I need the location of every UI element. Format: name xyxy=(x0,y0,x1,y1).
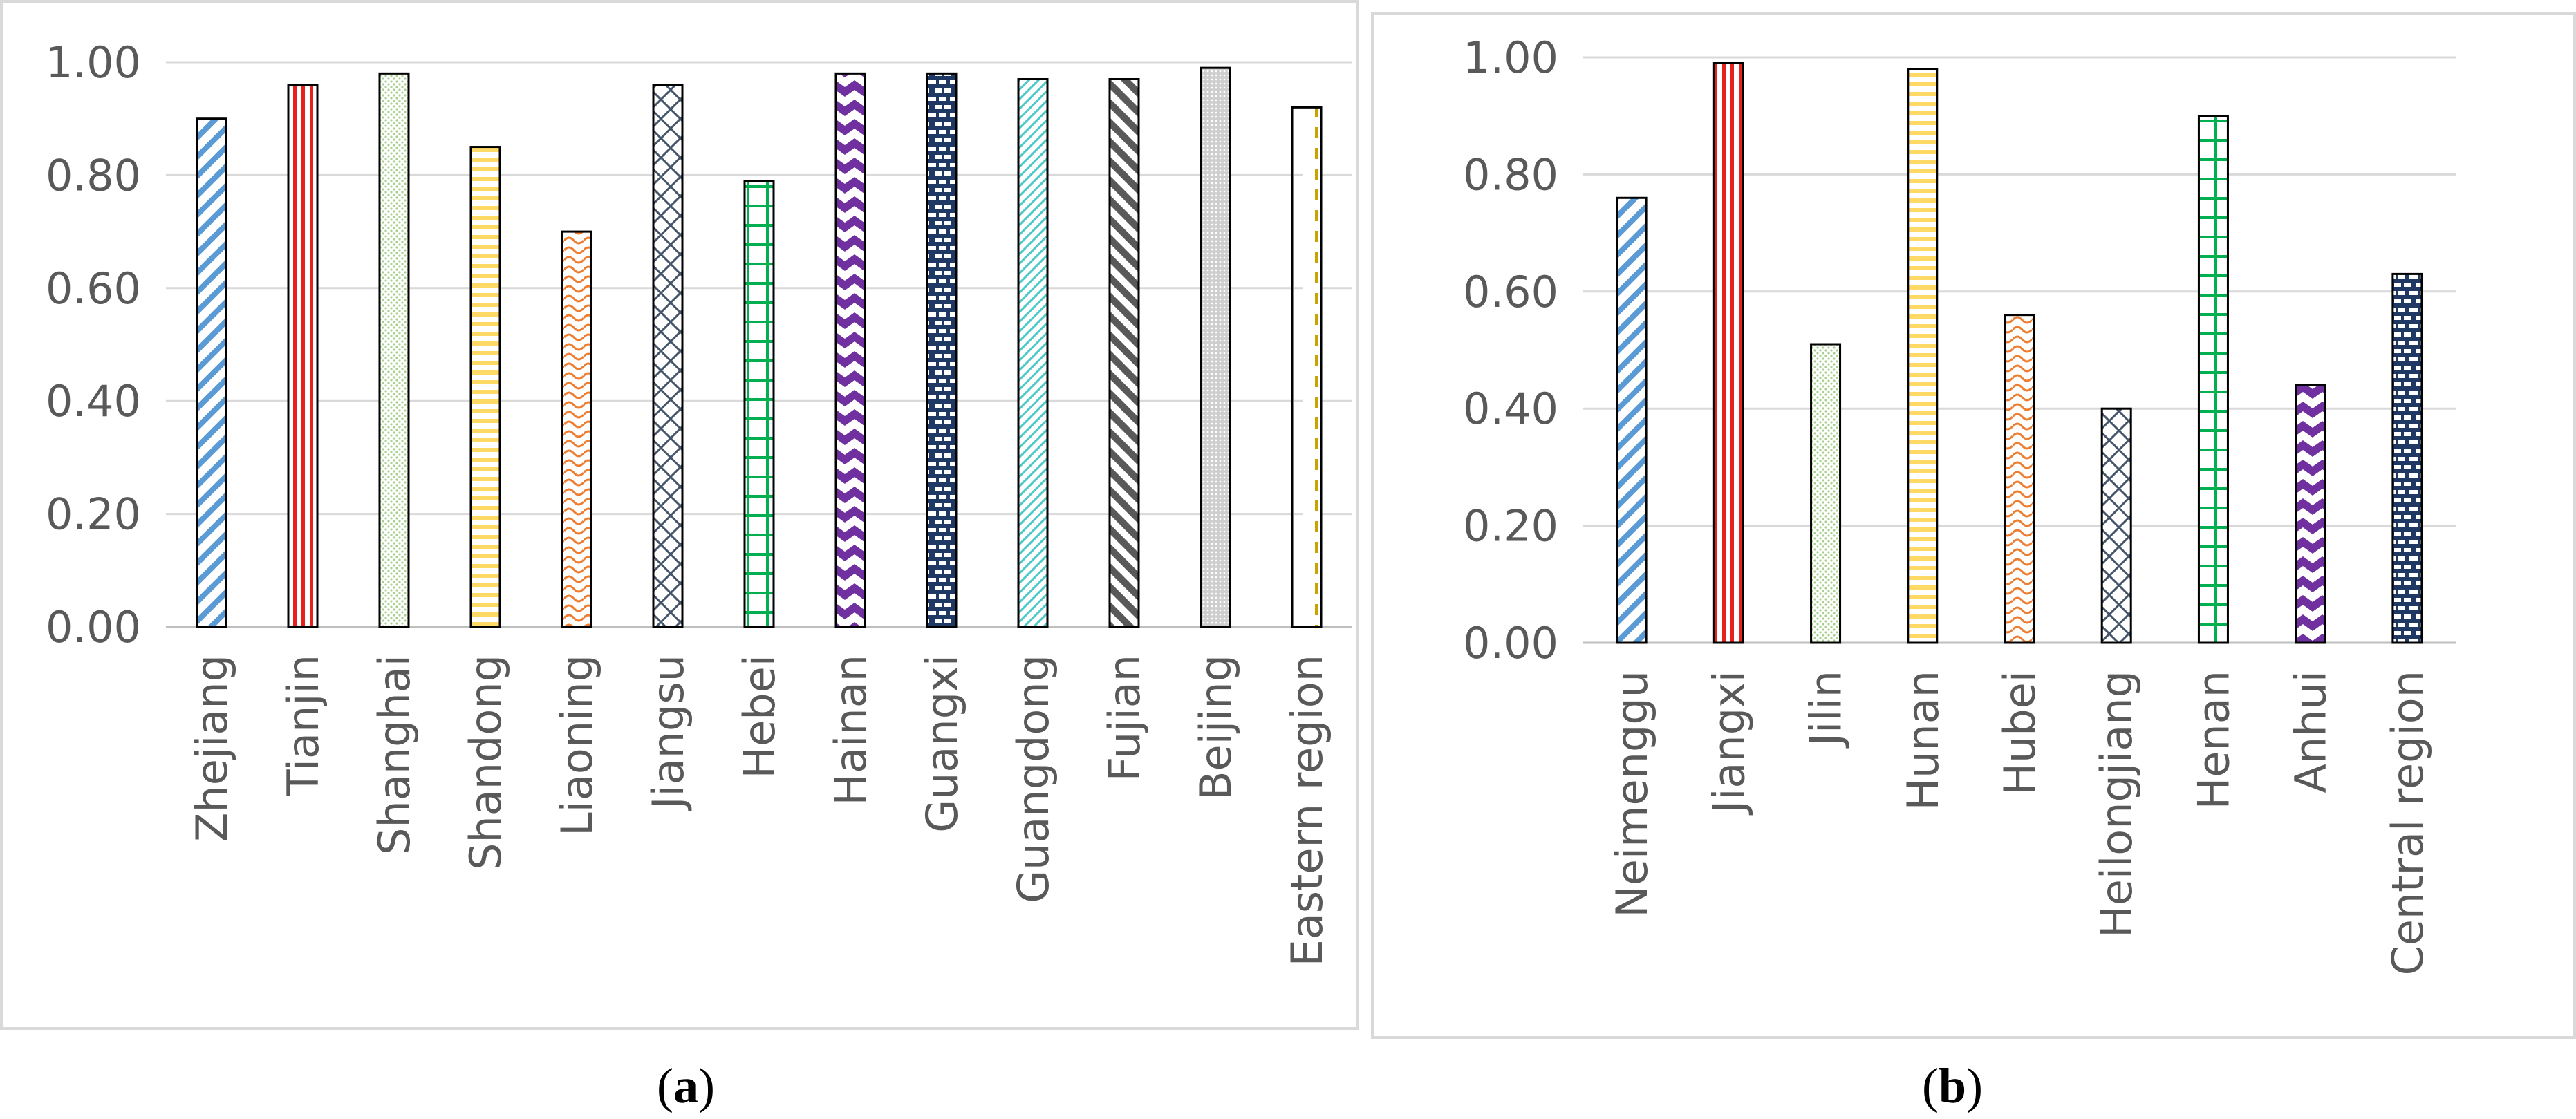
bar-shanghai xyxy=(378,72,410,628)
bar-heilongjiang xyxy=(2100,407,2132,644)
x-tick-label: Central region xyxy=(2382,670,2433,976)
y-tick-label: 0.20 xyxy=(1463,501,1558,552)
caption-a: (a) xyxy=(657,1058,715,1113)
x-tick-label: Hebei xyxy=(734,655,785,779)
bar-guangdong xyxy=(1017,78,1049,628)
x-tick-label: Shanghai xyxy=(369,655,420,855)
bar-henan xyxy=(2197,115,2229,644)
bar-liaoning xyxy=(561,230,592,628)
bar-guangxi xyxy=(926,72,958,628)
caption-b: (b) xyxy=(1922,1058,1984,1113)
x-tick-label: Guangdong xyxy=(1008,655,1058,903)
x-tick-label: Jiangsu xyxy=(643,655,693,812)
x-tick-label: Zhejiang xyxy=(187,655,237,842)
bar-jiangxi xyxy=(1712,62,1744,644)
x-tick-label: Hainan xyxy=(825,655,876,805)
bar-beijing xyxy=(1200,66,1231,628)
bar-hubei xyxy=(2004,314,2035,644)
y-tick-label: 0.80 xyxy=(1463,149,1558,200)
y-tick-label: 0.20 xyxy=(46,489,141,540)
x-tick-label: Hunan xyxy=(1898,670,1948,811)
caption-a-label: a xyxy=(673,1058,698,1113)
bar-jiangsu xyxy=(652,84,684,628)
x-tick-label: Henan xyxy=(2188,670,2239,809)
x-tick-label: Jilin xyxy=(1801,670,1851,749)
x-tick-label: Neimenggu xyxy=(1607,670,1657,918)
y-tick-label: 0.00 xyxy=(46,602,141,652)
chart-panel-b: 0.00 0.20 0.40 0.60 0.80 1.00 Neimenggu Jiangxi… xyxy=(1371,12,2576,1039)
bar-tianjin xyxy=(287,84,319,628)
x-tick-label: Guangxi xyxy=(917,655,967,833)
bar-neimenggu xyxy=(1616,196,1648,644)
x-tick-label: Jiangxi xyxy=(1704,670,1754,816)
bar-hainan xyxy=(834,72,866,628)
chart-b-svg: 0.00 0.20 0.40 0.60 0.80 1.00 Neimenggu Jiangxi… xyxy=(1463,32,2456,976)
y-tick-label: 0.60 xyxy=(1463,267,1558,317)
x-tick-label: Liaoning xyxy=(552,655,602,836)
bar-central-region xyxy=(2391,272,2423,644)
x-tick-label: Hubei xyxy=(1995,670,2045,796)
y-tick-label: 1.00 xyxy=(1463,32,1558,83)
bar-hunan xyxy=(1907,68,1939,644)
bar-hebei xyxy=(743,180,775,628)
y-tick-label: 1.00 xyxy=(46,37,141,88)
bar-fujian xyxy=(1108,78,1140,628)
bar-eastern-region xyxy=(1291,106,1323,628)
x-tick-label: Fujian xyxy=(1099,655,1150,781)
x-tick-label: Beijing xyxy=(1191,655,1241,800)
chart-panel-a: 0.00 0.20 0.40 0.60 0.80 1.00 Zhejiang Tianjin S… xyxy=(0,0,1359,1030)
y-tick-label: 0.80 xyxy=(46,150,141,200)
x-tick-label: Anhui xyxy=(2286,670,2336,793)
y-tick-label: 0.60 xyxy=(46,263,141,314)
x-tick-label: Eastern region xyxy=(1282,655,1332,966)
x-tick-label: Heilongjiang xyxy=(2091,670,2142,938)
bar-anhui xyxy=(2295,384,2326,644)
y-tick-label: 0.00 xyxy=(1463,618,1558,668)
caption-b-label: b xyxy=(1938,1058,1967,1113)
bar-shandong xyxy=(469,146,501,628)
bar-zhejiang xyxy=(196,117,227,628)
x-tick-label: Tianjin xyxy=(278,655,328,796)
y-tick-label: 0.40 xyxy=(46,376,141,426)
bar-jilin xyxy=(1810,343,1842,644)
y-tick-label: 0.40 xyxy=(1463,384,1558,434)
chart-a-svg: 0.00 0.20 0.40 0.60 0.80 1.00 Zhejiang Tianjin S… xyxy=(46,37,1352,966)
x-tick-label: Shandong xyxy=(460,655,511,870)
